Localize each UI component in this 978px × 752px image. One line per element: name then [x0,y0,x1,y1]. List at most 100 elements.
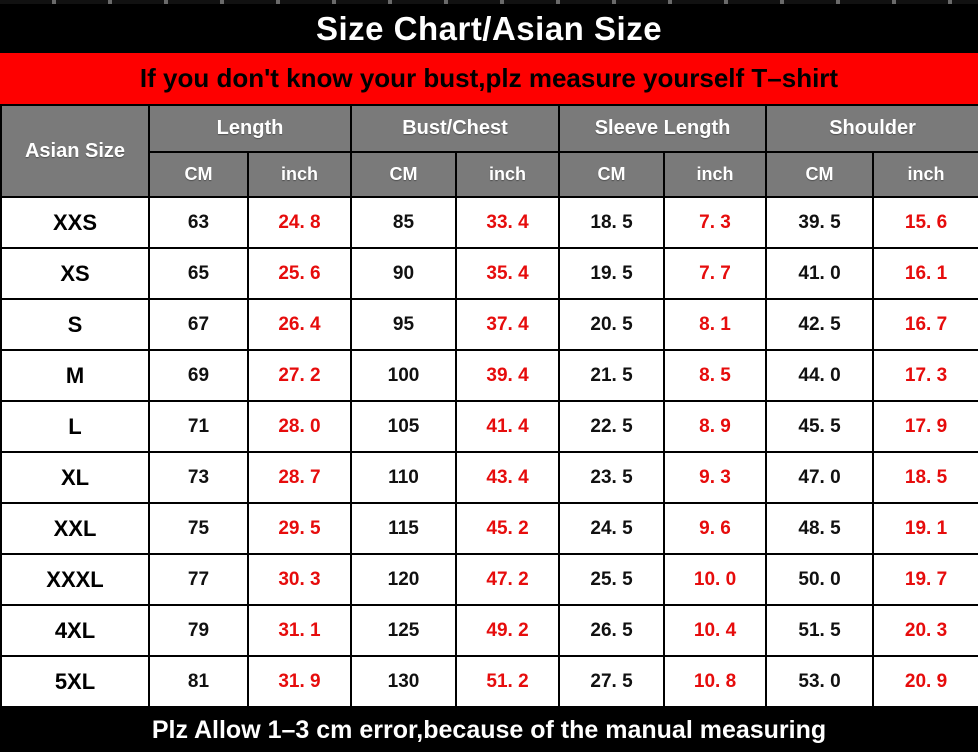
cm-value: 23. 5 [558,451,666,504]
inch-value: 10. 8 [663,655,768,708]
cm-value: 77 [148,553,249,606]
unit-header-cm: CM [558,151,666,198]
cm-value: 18. 5 [558,196,666,249]
inch-value: 49. 2 [454,604,561,657]
size-label: XL [0,451,150,504]
inch-value: 8. 5 [663,349,768,402]
size-label: M [0,349,150,402]
size-label: XS [0,247,150,300]
group-header-bust-chest: Bust/Chest [349,104,561,153]
size-label: 4XL [0,604,150,657]
measure-notice-text: If you don't know your bust,plz measure … [139,63,839,93]
cm-value: 19. 5 [558,247,666,300]
cm-value: 45. 5 [765,400,875,453]
cm-value: 73 [148,451,249,504]
cm-value: 81 [148,655,249,708]
cm-value: 20. 5 [558,298,666,351]
table-row: XL 73 28. 7 110 43. 4 23. 5 9. 3 47. 0 18. 5 [0,451,978,504]
table-row: XS 65 25. 6 90 35. 4 19. 5 7. 7 41. 0 16. 1 [0,247,978,300]
inch-value: 7. 7 [663,247,768,300]
inch-value: 10. 4 [663,604,768,657]
inch-value: 27. 2 [247,349,352,402]
table-row: 4XL 79 31. 1 125 49. 2 26. 5 10. 4 51. 5 20. 3 [0,604,978,657]
inch-value: 8. 1 [663,298,768,351]
group-header-shoulder: Shoulder [765,104,978,153]
cm-value: 48. 5 [765,502,875,555]
cm-value: 125 [350,604,457,657]
cm-value: 41. 0 [765,247,875,300]
size-label: XXL [0,502,150,555]
cm-value: 22. 5 [558,400,666,453]
cm-value: 27. 5 [558,655,666,708]
cm-value: 21. 5 [558,349,666,402]
inch-value: 7. 3 [663,196,768,249]
inch-value: 25. 6 [247,247,352,300]
inch-value: 33. 4 [454,196,561,249]
unit-header-cm: CM [148,151,249,198]
inch-value: 37. 4 [454,298,561,351]
cm-value: 67 [148,298,249,351]
cm-value: 63 [148,196,249,249]
page-title-text: Size Chart/Asian Size [315,9,663,47]
inch-value: 28. 0 [247,400,352,453]
cm-value: 50. 0 [765,553,875,606]
inch-value: 15. 6 [872,196,978,249]
table-row: S 67 26. 4 95 37. 4 20. 5 8. 1 42. 5 16. 7 [0,298,978,351]
inch-value: 16. 1 [872,247,978,300]
cm-value: 71 [148,400,249,453]
size-label: XXXL [0,553,150,606]
inch-value: 9. 3 [663,451,768,504]
cm-value: 90 [350,247,457,300]
cm-value: 130 [350,655,457,708]
cm-value: 110 [350,451,457,504]
inch-value: 47. 2 [454,553,561,606]
cm-value: 24. 5 [558,502,666,555]
inch-value: 8. 9 [663,400,768,453]
inch-value: 43. 4 [454,451,561,504]
cm-value: 51. 5 [765,604,875,657]
cm-value: 85 [350,196,457,249]
table-row: XXL 75 29. 5 115 45. 2 24. 5 9. 6 48. 5 19. 1 [0,502,978,555]
inch-value: 45. 2 [454,502,561,555]
table-row: XXXL 77 30. 3 120 47. 2 25. 5 10. 0 50. 0 19. 7 [0,553,978,606]
inch-value: 26. 4 [247,298,352,351]
unit-header-inch: inch [247,151,352,198]
group-header-sleeve-length: Sleeve Length [558,104,768,153]
size-table: Asian Size Length Bust/Chest Sleeve Leng… [0,104,978,708]
tolerance-footer: Plz Allow 1–3 cm error,because of the ma… [0,708,978,752]
size-table-body: XXS 63 24. 8 85 33. 4 18. 5 7. 3 39. 5 15. 6 XS 65… [0,196,978,708]
cm-value: 95 [350,298,457,351]
size-label: S [0,298,150,351]
unit-header-cm: CM [350,151,457,198]
inch-value: 9. 6 [663,502,768,555]
cm-value: 25. 5 [558,553,666,606]
cm-value: 44. 0 [765,349,875,402]
table-row: L 71 28. 0 105 41. 4 22. 5 8. 9 45. 5 17. 9 [0,400,978,453]
inch-value: 19. 7 [872,553,978,606]
group-header-row: Asian Size Length Bust/Chest Sleeve Leng… [0,104,978,198]
table-row: M 69 27. 2 100 39. 4 21. 5 8. 5 44. 0 17. 3 [0,349,978,402]
measure-notice-banner: If you don't know your bust,plz measure … [0,53,978,104]
inch-value: 24. 8 [247,196,352,249]
cm-value: 26. 5 [558,604,666,657]
inch-value: 51. 2 [454,655,561,708]
unit-header-inch: inch [663,151,768,198]
corner-header-asian-size: Asian Size [0,104,150,198]
unit-header-row: CM inch CM inch CM inch CM inch [1,151,978,198]
inch-value: 19. 1 [872,502,978,555]
inch-value: 29. 5 [247,502,352,555]
cm-value: 69 [148,349,249,402]
cm-value: 42. 5 [765,298,875,351]
cm-value: 120 [350,553,457,606]
cm-value: 65 [148,247,249,300]
inch-value: 31. 1 [247,604,352,657]
cm-value: 39. 5 [765,196,875,249]
inch-value: 17. 3 [872,349,978,402]
unit-header-inch: inch [454,151,561,198]
inch-value: 20. 3 [872,604,978,657]
inch-value: 30. 3 [247,553,352,606]
inch-value: 20. 9 [872,655,978,708]
inch-value: 10. 0 [663,553,768,606]
cm-value: 47. 0 [765,451,875,504]
